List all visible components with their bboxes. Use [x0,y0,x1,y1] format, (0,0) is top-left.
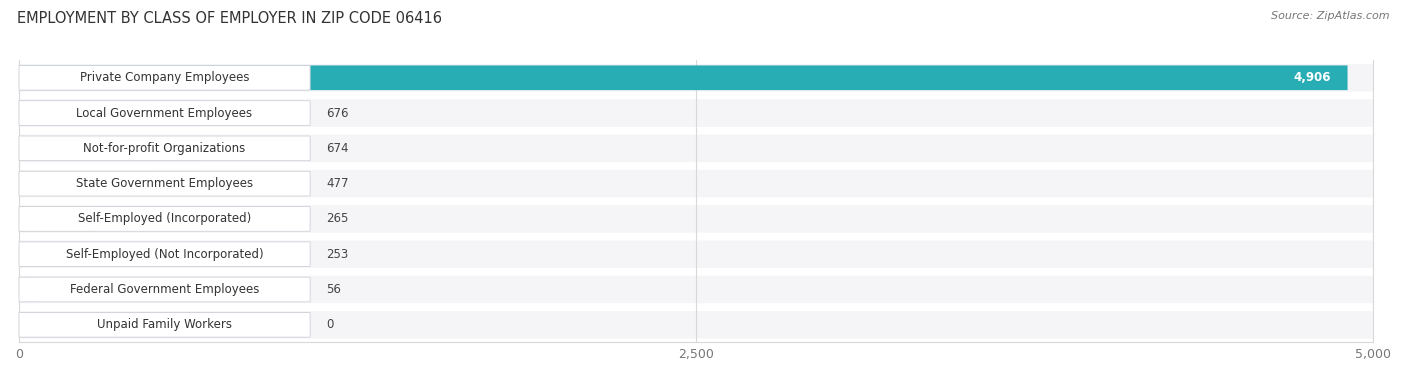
FancyBboxPatch shape [20,277,311,302]
FancyBboxPatch shape [20,276,1374,303]
Text: Local Government Employees: Local Government Employees [76,106,253,120]
Text: 0: 0 [326,318,333,331]
FancyBboxPatch shape [20,312,307,337]
Text: 674: 674 [326,142,349,155]
Text: State Government Employees: State Government Employees [76,177,253,190]
Text: EMPLOYMENT BY CLASS OF EMPLOYER IN ZIP CODE 06416: EMPLOYMENT BY CLASS OF EMPLOYER IN ZIP C… [17,11,441,26]
FancyBboxPatch shape [20,101,202,126]
FancyBboxPatch shape [20,136,201,161]
Text: 253: 253 [326,248,349,261]
FancyBboxPatch shape [20,170,1374,197]
FancyBboxPatch shape [20,99,1374,127]
FancyBboxPatch shape [20,65,311,90]
Text: 4,906: 4,906 [1294,71,1331,84]
FancyBboxPatch shape [20,64,1374,91]
FancyBboxPatch shape [20,277,34,302]
FancyBboxPatch shape [20,135,1374,162]
FancyBboxPatch shape [20,136,311,161]
Text: 477: 477 [326,177,349,190]
FancyBboxPatch shape [20,101,311,126]
Text: 676: 676 [326,106,349,120]
FancyBboxPatch shape [20,205,1374,233]
FancyBboxPatch shape [20,242,87,267]
FancyBboxPatch shape [20,241,1374,268]
FancyBboxPatch shape [20,65,1347,90]
Text: Not-for-profit Organizations: Not-for-profit Organizations [83,142,246,155]
Text: Self-Employed (Incorporated): Self-Employed (Incorporated) [77,212,252,226]
FancyBboxPatch shape [20,206,311,231]
FancyBboxPatch shape [20,311,1374,338]
FancyBboxPatch shape [20,206,91,231]
Text: Federal Government Employees: Federal Government Employees [70,283,259,296]
Text: Self-Employed (Not Incorporated): Self-Employed (Not Incorporated) [66,248,263,261]
FancyBboxPatch shape [20,171,148,196]
FancyBboxPatch shape [20,242,311,267]
FancyBboxPatch shape [20,171,311,196]
Text: 56: 56 [326,283,342,296]
Text: Unpaid Family Workers: Unpaid Family Workers [97,318,232,331]
Text: 265: 265 [326,212,349,226]
Text: Private Company Employees: Private Company Employees [80,71,249,84]
FancyBboxPatch shape [20,312,311,337]
Text: Source: ZipAtlas.com: Source: ZipAtlas.com [1271,11,1389,21]
